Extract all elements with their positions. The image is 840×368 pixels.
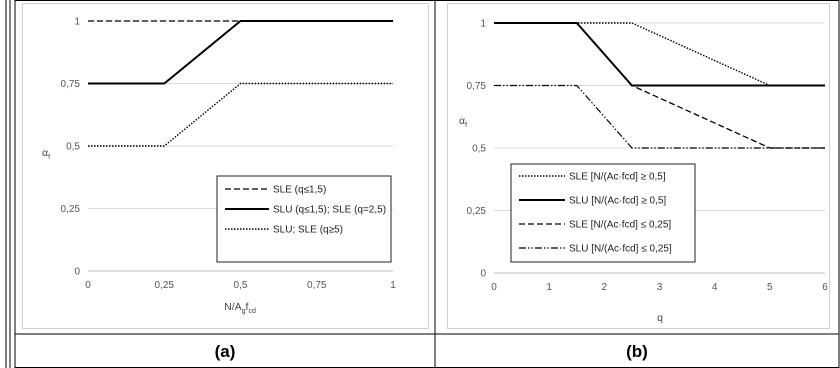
x-tick-label: 0,25 <box>155 280 175 291</box>
table-frame <box>14 0 840 368</box>
series-line <box>494 22 825 87</box>
legend-box <box>216 175 392 263</box>
x-tick-label: 6 <box>822 282 828 293</box>
y-tick-label: 0,75 <box>467 81 487 92</box>
chart-a-border <box>22 3 429 329</box>
x-tick-label: 0 <box>85 280 91 291</box>
x-tick-label: 0,75 <box>307 280 327 291</box>
chart-b-border <box>447 3 830 329</box>
x-tick-label: 0,5 <box>234 280 248 291</box>
legend-label: SLE [N/(Ac·fcd] ≥ 0,5] <box>569 172 666 183</box>
x-tick-label: 3 <box>657 282 663 293</box>
legend-label: SLE (q≤1,5) <box>273 185 326 196</box>
y-tick-label: 0,5 <box>66 142 80 153</box>
y-tick-label: 1 <box>480 19 486 30</box>
legend-label: SLU [N/(Ac·fcd] ≤ 0,25] <box>569 244 672 255</box>
x-axis-label: N/Agfcd <box>224 301 256 315</box>
series-line <box>88 20 393 85</box>
series-line <box>494 22 825 87</box>
series-line <box>494 84 825 149</box>
chart-b: 0 0,25 0,5 0,75 1 0 1 2 3 4 5 6 αf q SLE [N/(Ac·fcd] ≥… <box>459 19 828 325</box>
x-tick-label: 0 <box>491 282 497 293</box>
caption-a: (a) <box>215 342 236 361</box>
x-tick-label: 4 <box>712 282 718 293</box>
x-tick-label: 2 <box>602 282 608 293</box>
y-tick-label: 0 <box>74 267 80 278</box>
y-tick-label: 0 <box>480 269 486 280</box>
chart-a: 0 0,25 0,5 0,75 1 0 0,25 0,5 0,75 1 αf N/Agfcd SLE (… <box>42 17 396 316</box>
legend-label: SLU; SLE (q≥5) <box>273 225 343 236</box>
legend-label: SLE [N/(Ac·fcd] ≤ 0,25] <box>569 220 671 231</box>
legend-box <box>510 163 696 263</box>
x-axis-label: q <box>657 312 663 324</box>
series-line <box>88 82 393 147</box>
y-tick-label: 0,25 <box>61 204 81 215</box>
y-tick-label: 0,5 <box>472 144 486 155</box>
y-tick-label: 1 <box>74 17 80 28</box>
x-tick-label: 5 <box>767 282 773 293</box>
legend-label: SLU (q≤1,5); SLE (q=2,5) <box>273 205 386 216</box>
y-axis-label: αf <box>459 115 467 129</box>
y-tick-label: 0,25 <box>467 206 487 217</box>
legend-label: SLU [N/(Ac·fcd] ≥ 0,5] <box>569 196 666 207</box>
y-tick-label: 0,75 <box>61 79 81 90</box>
caption-b: (b) <box>626 342 648 361</box>
y-axis-label: αf <box>42 147 50 161</box>
x-tick-label: 1 <box>390 280 396 291</box>
x-tick-label: 1 <box>546 282 552 293</box>
